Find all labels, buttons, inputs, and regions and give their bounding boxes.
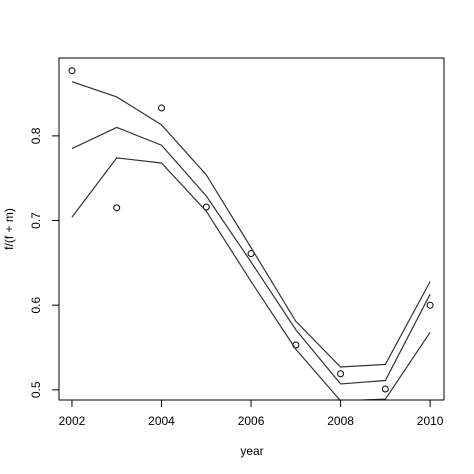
data-point: [337, 370, 345, 378]
x-tick-label: 2002: [59, 414, 86, 428]
x-tick-label: 2010: [417, 414, 444, 428]
x-tick-label: 2006: [238, 414, 265, 428]
data-point: [381, 385, 389, 393]
data-point: [158, 104, 166, 112]
plot-area: [68, 67, 434, 400]
x-tick-label: 2004: [148, 414, 175, 428]
y-axis-label: f/(f + m): [2, 208, 16, 250]
data-point: [202, 203, 210, 211]
line-series: [71, 81, 431, 368]
line-series: [71, 126, 431, 385]
x-axis-label: year: [240, 444, 263, 458]
y-tick-label: 0.6: [29, 297, 43, 314]
y-tick-label: 0.8: [29, 127, 43, 144]
y-tick-label: 0.7: [29, 212, 43, 229]
x-tick-label: 2008: [327, 414, 354, 428]
data-point: [426, 301, 434, 309]
data-point: [68, 67, 76, 75]
plot-frame: [58, 57, 445, 401]
y-tick-label: 0.5: [29, 381, 43, 398]
data-point: [113, 204, 121, 212]
